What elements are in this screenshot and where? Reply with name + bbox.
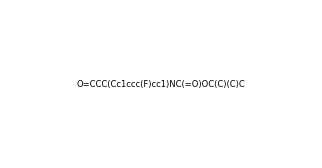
Text: O=CCC(Cc1ccc(F)cc1)NC(=O)OC(C)(C)C: O=CCC(Cc1ccc(F)cc1)NC(=O)OC(C)(C)C [77, 79, 245, 89]
